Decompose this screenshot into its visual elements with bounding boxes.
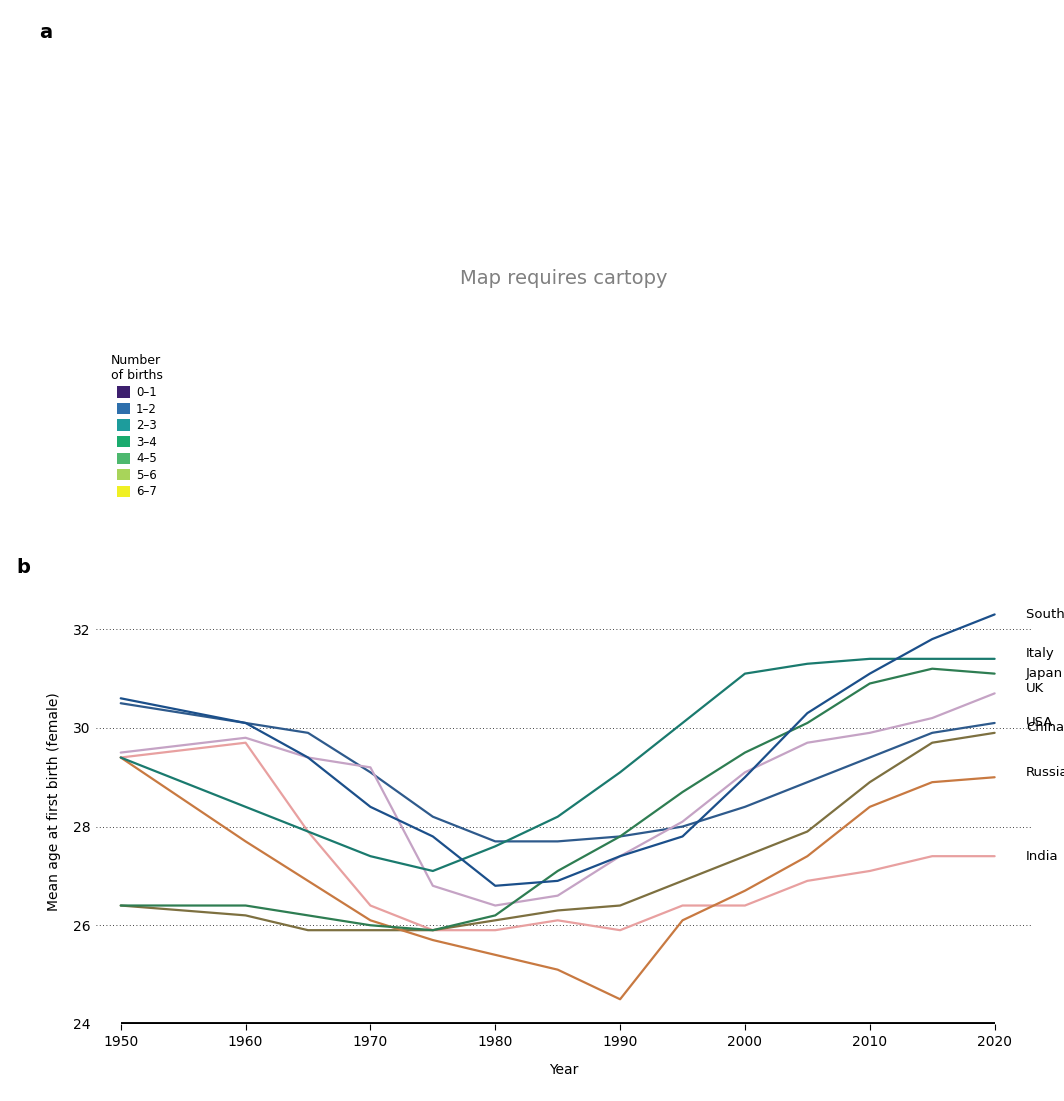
- Legend: 0–1, 1–2, 2–3, 3–4, 4–5, 5–6, 6–7: 0–1, 1–2, 2–3, 3–4, 4–5, 5–6, 6–7: [111, 355, 163, 499]
- Text: Russia: Russia: [1026, 766, 1064, 778]
- Y-axis label: Mean age at first birth (female): Mean age at first birth (female): [48, 693, 62, 912]
- Text: China: China: [1026, 721, 1064, 734]
- Text: India: India: [1026, 850, 1059, 863]
- Text: South Korea: South Korea: [1026, 608, 1064, 621]
- Text: b: b: [16, 558, 30, 577]
- Text: UK: UK: [1026, 682, 1044, 695]
- X-axis label: Year: Year: [549, 1062, 579, 1077]
- Text: Japan: Japan: [1026, 667, 1063, 680]
- Text: Italy: Italy: [1026, 647, 1054, 661]
- Text: Map requires cartopy: Map requires cartopy: [460, 269, 668, 288]
- Text: USA: USA: [1026, 717, 1053, 730]
- Text: a: a: [39, 23, 53, 42]
